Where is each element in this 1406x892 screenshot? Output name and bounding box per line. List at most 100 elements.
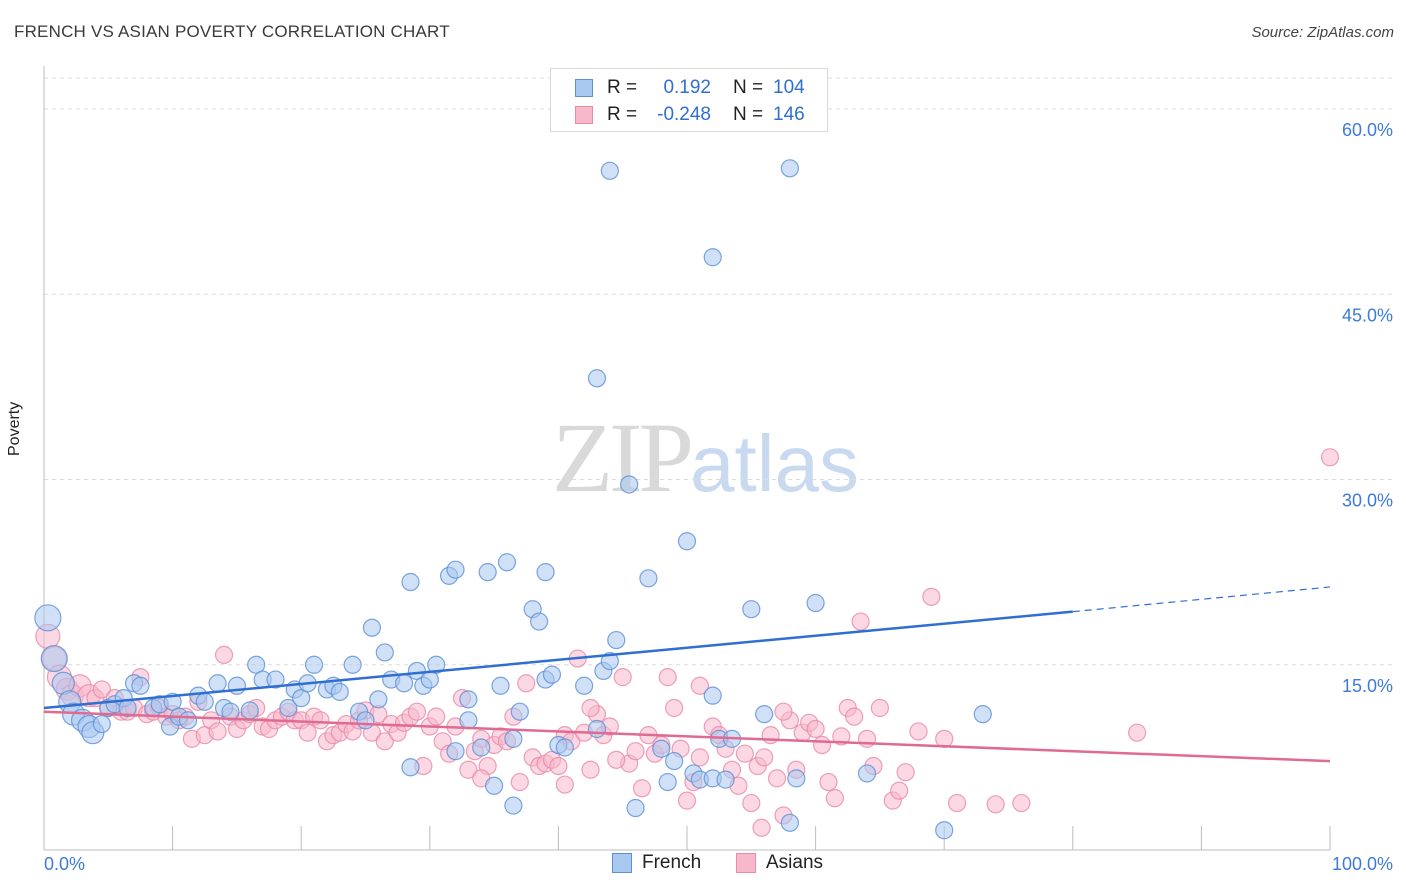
legend-r-value: 0.192 [663, 77, 711, 98]
asian-point [613, 668, 632, 687]
legend-n-label: N = [733, 77, 764, 98]
y-tick-label: 60.0% [1342, 120, 1393, 140]
asian-point [1012, 793, 1031, 813]
french-point [600, 161, 619, 180]
asian-point [632, 779, 652, 798]
asian-point [755, 748, 774, 767]
french-point [240, 701, 259, 720]
asian-point [870, 698, 890, 718]
asian-point [208, 722, 227, 741]
french-trend-line [43, 610, 1073, 710]
legend-row-french: R = 0.192 N = 104 [575, 77, 805, 99]
french-point [504, 729, 523, 748]
french-point [131, 676, 150, 695]
french-point [504, 796, 523, 815]
french-point [343, 655, 362, 674]
asian-point [890, 781, 909, 800]
asian-point [986, 795, 1005, 814]
asian-point [581, 698, 600, 718]
french-legend-swatch [612, 853, 632, 873]
french-point [716, 770, 735, 789]
y-tick-label: 45.0% [1342, 305, 1393, 325]
french-point [536, 563, 555, 582]
french-point [304, 655, 324, 674]
french-point [362, 618, 382, 637]
chart-source: Source: ZipAtlas.com [1251, 24, 1394, 41]
french-point [626, 798, 645, 818]
y-tick-label: 15.0% [1342, 676, 1393, 696]
asian-point [812, 735, 832, 755]
asian-point [947, 793, 967, 813]
asian-point [752, 818, 771, 837]
asian-point [407, 702, 427, 721]
french-point [658, 772, 677, 792]
asian-point [922, 587, 941, 606]
legend-item-asians[interactable]: Asians [736, 852, 823, 874]
french-point [266, 670, 285, 689]
legend-item-french[interactable]: French [612, 852, 701, 874]
french-point [755, 705, 774, 724]
legend-n-label: N = [733, 104, 764, 125]
french-point [459, 711, 478, 730]
french-point [491, 676, 510, 695]
french-point [703, 248, 722, 267]
french-point [510, 702, 529, 721]
asian-point [92, 680, 111, 699]
french-point [620, 475, 639, 494]
french-point [497, 553, 517, 572]
asian-point [677, 791, 697, 810]
french-point [34, 604, 62, 632]
french-point [427, 655, 446, 674]
french-point [787, 769, 806, 788]
french-point [330, 682, 349, 702]
legend-label-french: French [642, 852, 702, 873]
asian-point [658, 668, 677, 687]
asian-point [767, 769, 787, 788]
asian-point [896, 763, 915, 782]
asian-point [851, 612, 870, 631]
french-point [780, 813, 799, 832]
french-point [221, 702, 240, 721]
y-tick-label: 30.0% [1342, 491, 1393, 511]
french-point [587, 369, 607, 388]
asian-point [742, 793, 761, 813]
asians-legend-swatch [736, 853, 756, 873]
asian-point [298, 723, 317, 742]
asian-point [459, 760, 478, 779]
french-point [401, 758, 420, 777]
french-point [587, 719, 607, 739]
french-point [780, 159, 799, 178]
asian-point [819, 772, 838, 792]
french-point [375, 643, 394, 662]
french-point [401, 572, 420, 592]
french-point [478, 563, 497, 582]
asian-point [607, 750, 626, 769]
french-point [472, 738, 491, 757]
asian-point [735, 744, 754, 763]
asian-point [857, 729, 877, 748]
french-point [973, 705, 992, 724]
asian-point [375, 732, 394, 751]
french-point [639, 569, 658, 588]
asian-point [832, 727, 851, 746]
asian-point [214, 645, 234, 664]
french-point [369, 690, 388, 709]
asian-point [1127, 723, 1147, 742]
french-point [394, 674, 414, 693]
correlation-legend: R = 0.192 N = 104 R = -0.248 N = 146 [550, 68, 828, 132]
french-trend-extension [1072, 586, 1331, 613]
y-axis-label: Poverty [6, 401, 23, 456]
asian-point [510, 772, 529, 792]
asian-point [549, 756, 568, 776]
french-point [446, 742, 465, 761]
french-swatch [575, 79, 593, 97]
asian-trend-line [43, 710, 1331, 763]
french-point [677, 532, 697, 551]
legend-r-label: R = [607, 77, 638, 98]
french-point [40, 644, 68, 673]
french-point [555, 738, 574, 757]
french-point [857, 764, 877, 783]
asian-point [825, 789, 844, 808]
asian-point [690, 748, 709, 767]
french-point [208, 674, 227, 693]
